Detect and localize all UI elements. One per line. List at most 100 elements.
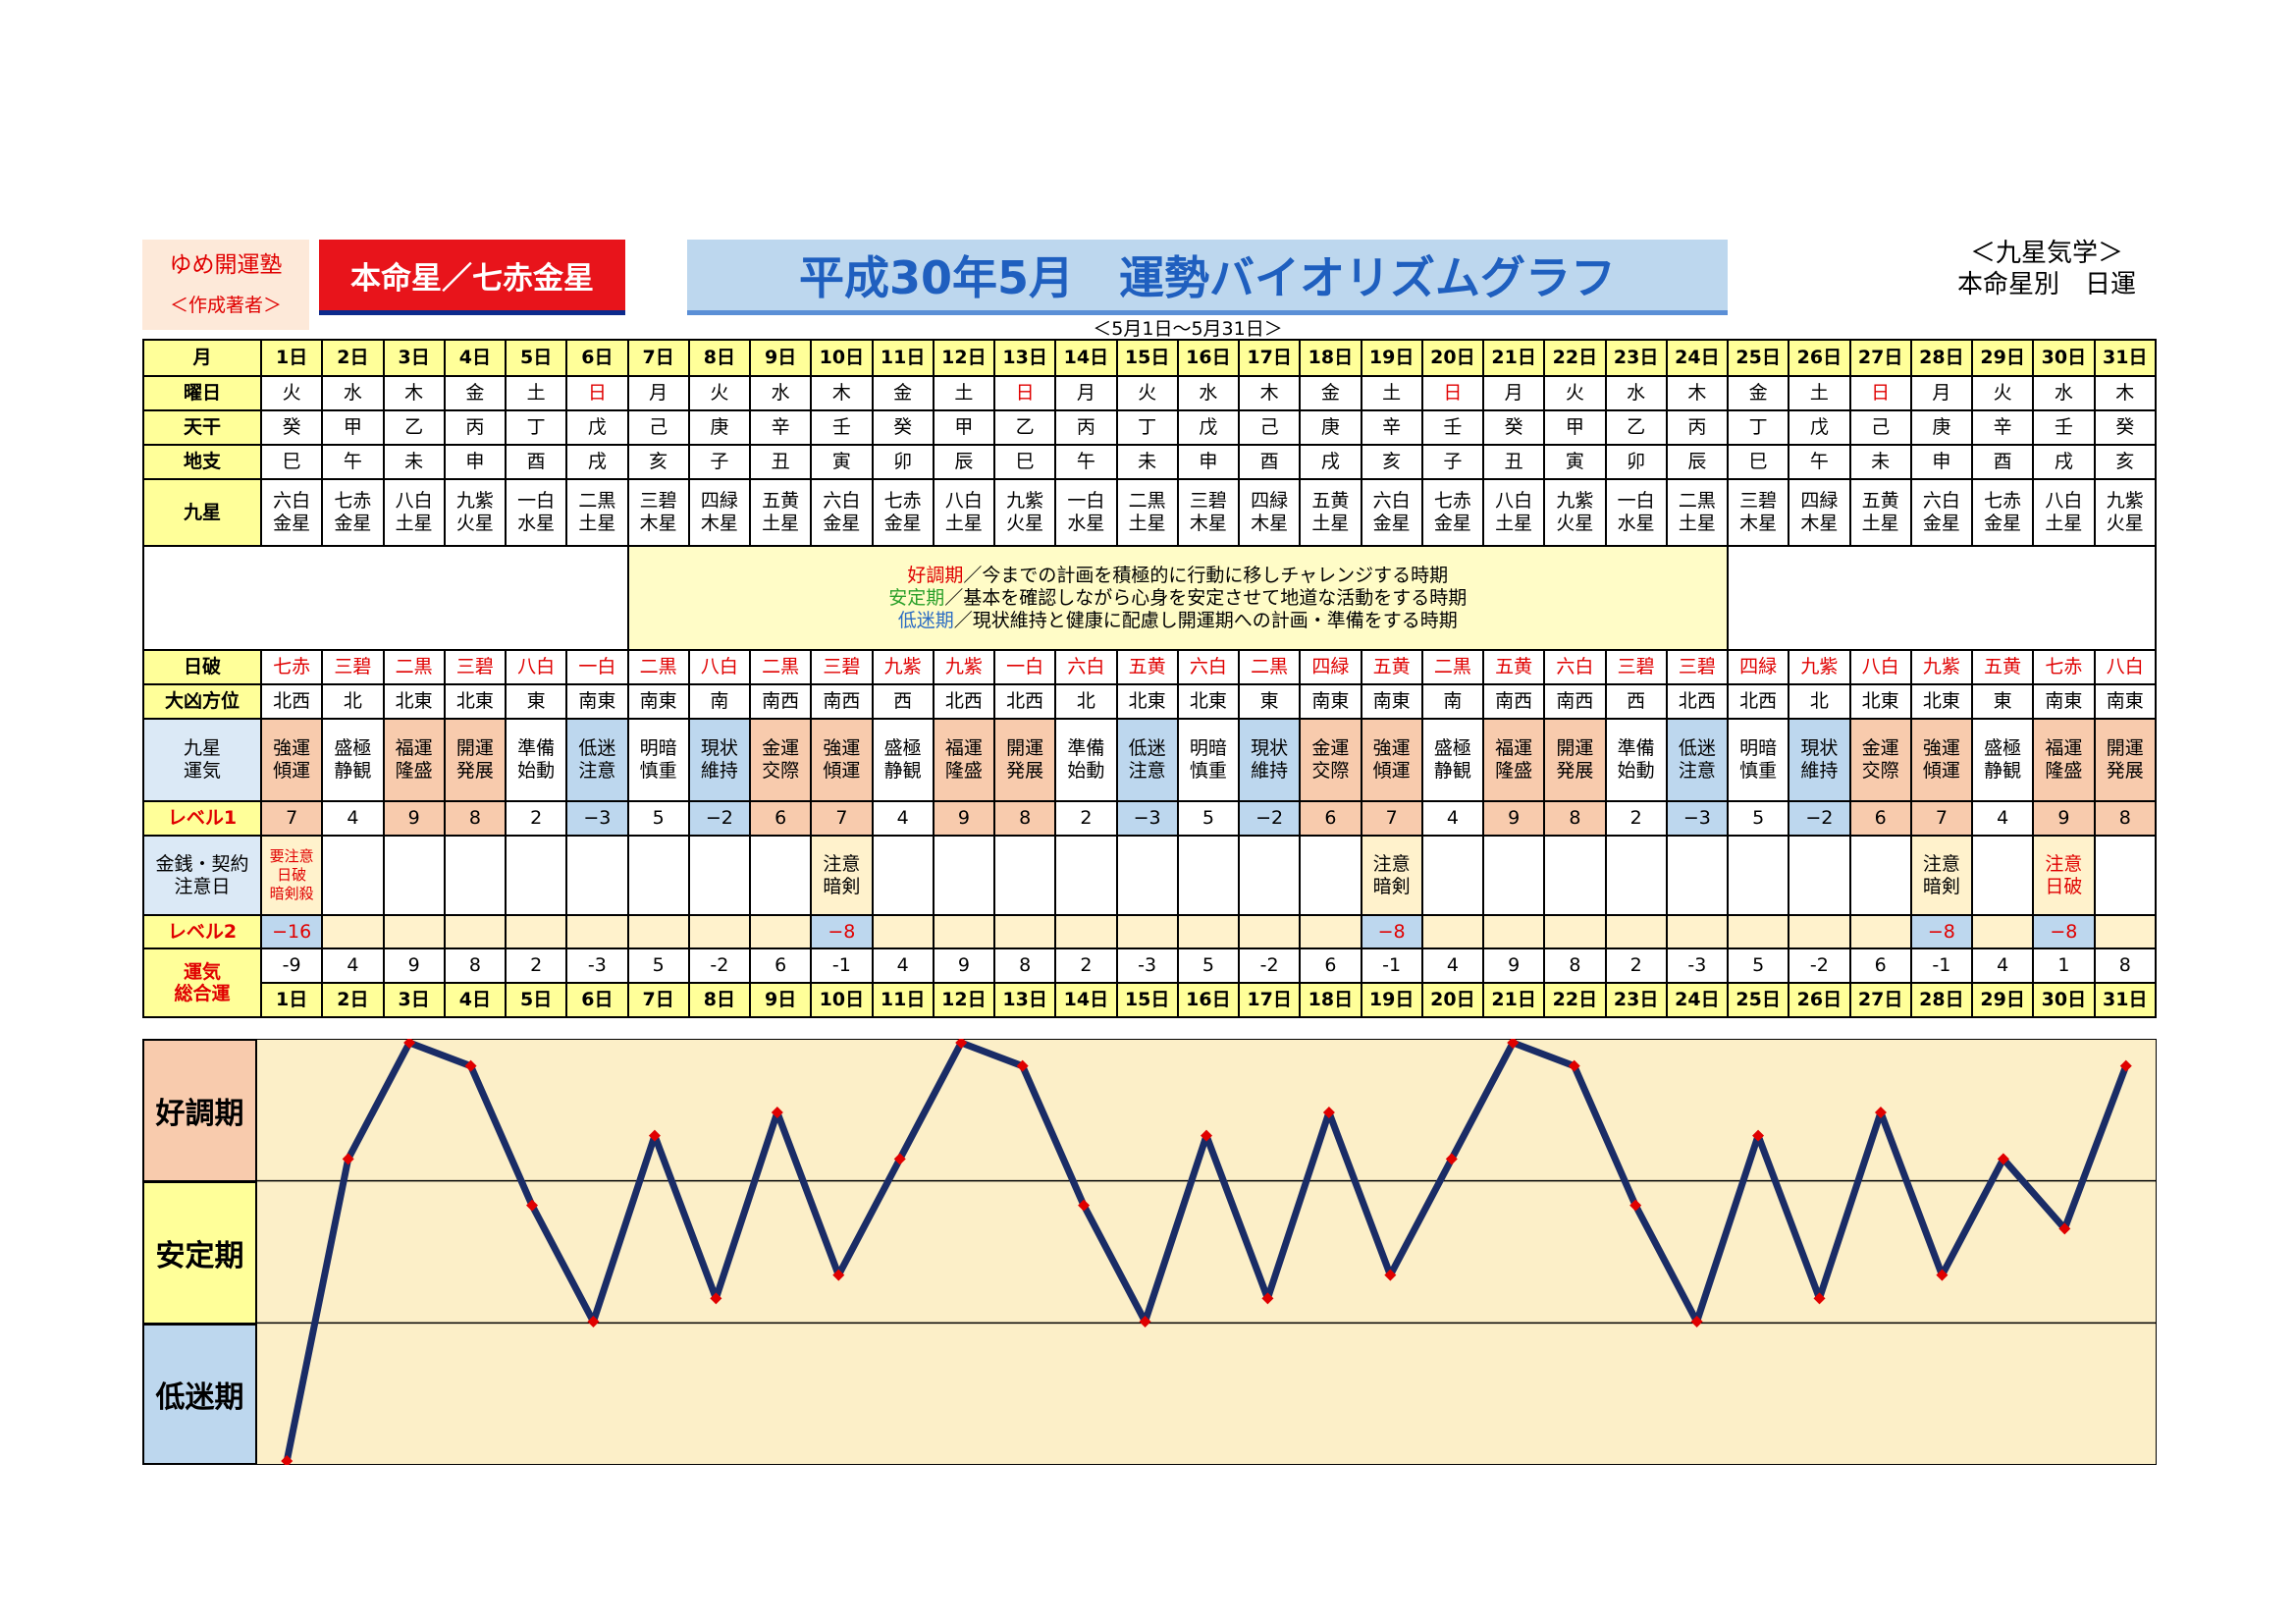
daikyo-cell: 南東 [1299,683,1362,720]
level2-cell [1176,914,1241,949]
star-cell: 三碧 木星 [626,478,690,547]
star-cell-bottom: 土星 [1495,513,1533,534]
weekday-cell: 日 [565,375,629,411]
unki-cell-top: 盛極 [1984,737,2022,759]
data-point [1874,1107,1887,1118]
level2-cell-row: レベル2 −16 −8 −8 −8 −8 [142,914,2157,949]
star-cell: 二黒 土星 [1115,478,1179,547]
chishi-cell: 未 [1115,444,1179,480]
star-cell-top: 五黄 [762,490,800,512]
level1-cell: 5 [1176,800,1241,837]
tenkan-cell: 乙 [992,409,1057,446]
unki-cell-top: 現状 [1800,737,1839,759]
unki-cell-bottom: 慎重 [639,760,677,782]
kinsen-cell [504,835,568,916]
chishi-cell: 酉 [504,444,568,480]
unki-cell-bottom: 交際 [1861,760,1899,782]
kinsen-cell [1237,835,1302,916]
star-cell-bottom: 土星 [395,513,433,534]
chishi-cell: 丑 [1481,444,1546,480]
unki-cell-bottom: 始動 [517,760,556,782]
kinsen-note: 注意 [823,852,861,875]
unki-cell-bottom: 注意 [578,760,616,782]
row-label-month-text: 月 [192,347,212,368]
day-header-cell: 4日 [443,339,507,377]
nippa-cell: 六白 [1176,649,1241,685]
daikyo-cell: 北 [1054,683,1118,720]
unki-cell-top: 開運 [2106,737,2144,759]
data-point [1384,1269,1397,1281]
day-footer-cell: 2日 [321,982,385,1018]
row-label-nippa: 日破 [142,649,262,685]
kinsen-cell [1665,835,1730,916]
chishi-cell: 亥 [626,444,690,480]
daikyo-cell: 南 [1420,683,1485,720]
star-cell-bottom: 木星 [700,513,738,534]
star-cell-top: 五黄 [1311,490,1350,512]
star-cell: 一白 水星 [504,478,568,547]
level1-cell: 7 [810,800,874,837]
weekday-cell: 火 [1115,375,1179,411]
star-cell-bottom: 金星 [883,513,922,534]
row-label-kinsen: 金銭・契約 注意日 [142,835,262,916]
chishi-cell: 子 [1420,444,1485,480]
star-cell-top: 七赤 [1984,490,2022,512]
zone-good: 好調期 [142,1039,257,1182]
star-cell-top: 二黒 [578,490,616,512]
tenkan-cell: 壬 [2032,409,2096,446]
star-cell-bottom: 木星 [639,513,677,534]
day-header-cell: 28日 [1909,339,1974,377]
unki-cell-bottom: 交際 [762,760,800,782]
data-point [893,1153,906,1165]
level1-cell: −3 [1115,800,1179,837]
star-cell: 四緑 木星 [1788,478,1851,547]
unki-cell-bottom: 静観 [883,760,922,782]
kinsen-note: 注意 [2045,852,2083,875]
weekday-cell: 土 [1788,375,1851,411]
tenkan-cell: 乙 [1604,409,1668,446]
zone-low: 低迷期 [142,1324,257,1465]
kinsen-cell [626,835,690,916]
day-header-cell: 23日 [1604,339,1668,377]
star-cell-top: 四緑 [700,490,738,512]
unki-cell-top: 福運 [1495,737,1533,759]
tenkan-cell: 辛 [1970,409,2035,446]
level1-cell: 4 [871,800,934,837]
daikyo-cell: 南 [687,683,752,720]
tenkan-cell: 丙 [1665,409,1730,446]
unki-cell-top: 明暗 [1189,737,1227,759]
unki-cell: 現状 維持 [687,718,752,802]
star-cell-top: 六白 [273,490,311,512]
daikyo-cell: 西 [871,683,934,720]
data-point [1507,1039,1520,1049]
kinsen-cell [687,835,752,916]
nippa-cell: 七赤 [2032,649,2096,685]
daikyo-cell: 南東 [2032,683,2096,720]
level1-cell: 9 [932,800,996,837]
weekday-cell: 金 [443,375,507,411]
level1-cell: 2 [504,800,568,837]
unki-cell-bottom: 始動 [1617,760,1655,782]
tenkan-cell-row: 天干癸甲乙丙丁戊己庚辛壬癸甲乙丙丁戊己庚辛壬癸甲乙丙丁戊己庚辛壬癸 [142,409,2157,446]
daikyo-cell: 南東 [1360,683,1423,720]
star-cell-top: 四緑 [1800,490,1839,512]
kinsen-note: 日破 [2045,875,2083,897]
kinsen-cell: 要注意 日破 暗剣殺 [259,835,324,916]
period-label: ＜5月1日～5月31日＞ [1093,318,1283,340]
sogo-cell: 9 [382,947,446,984]
tenkan-cell: 癸 [259,409,324,446]
chishi-cell: 申 [1909,444,1974,480]
plot-background [256,1039,2157,1465]
level2-cell [565,914,629,949]
level1-cell: 8 [443,800,507,837]
data-point [1261,1292,1274,1305]
unki-cell-bottom: 維持 [1251,760,1289,782]
fortune-table: 月 1日 2日 3日 4日 5日 6日 7日 8日 9日 10日 11日 12日 13日 14日 15日 16日… [142,339,2157,1018]
weekday-cell: 火 [259,375,324,411]
row-label-level2: レベル2 [142,914,262,949]
daikyo-cell: 南東 [626,683,690,720]
weekday-cell: 月 [1054,375,1118,411]
star-cell-top: 七赤 [334,490,372,512]
tenkan-cell: 壬 [1420,409,1485,446]
tenkan-cell: 甲 [321,409,385,446]
